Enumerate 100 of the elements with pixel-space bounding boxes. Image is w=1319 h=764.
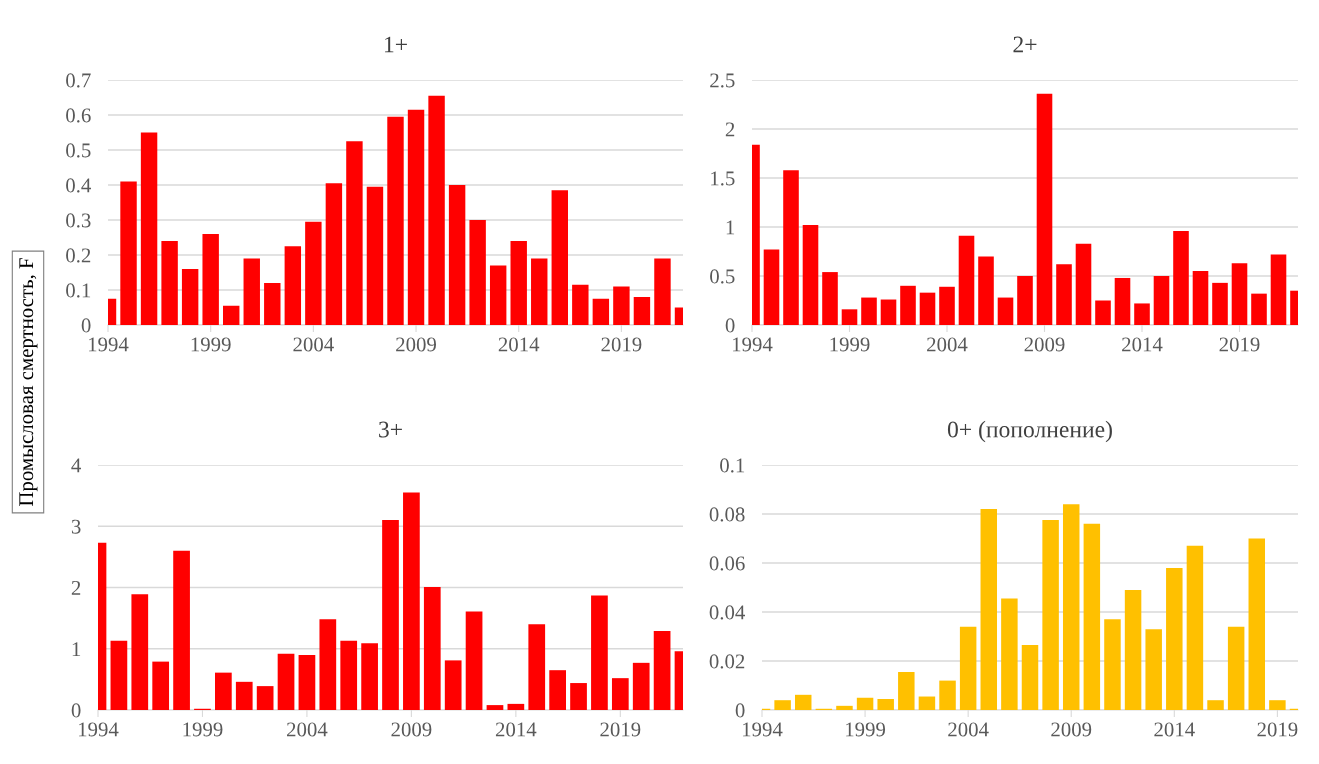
bar xyxy=(1095,300,1111,325)
bar xyxy=(633,297,651,325)
bar xyxy=(1173,230,1189,325)
x-tick-label: 1999 xyxy=(183,722,223,737)
bar xyxy=(361,643,378,710)
bar xyxy=(939,680,956,710)
y-tick-label: 1.5 xyxy=(711,171,735,186)
x-tick-label: 2004 xyxy=(927,337,968,352)
bar xyxy=(1056,264,1072,325)
x-tick-label: 1994 xyxy=(79,722,119,737)
y-tick-label: 0.6 xyxy=(66,108,91,123)
bar xyxy=(403,492,420,710)
bar xyxy=(632,662,650,710)
bar xyxy=(978,256,994,325)
bar xyxy=(1212,282,1228,325)
x-tick-label: 2004 xyxy=(287,722,328,737)
bar xyxy=(802,225,819,325)
bar xyxy=(1021,645,1039,710)
y-tick-label: 0.02 xyxy=(709,654,745,669)
bar xyxy=(1134,303,1150,325)
bar xyxy=(110,640,128,710)
bar xyxy=(319,619,337,710)
y-tick-label: 0 xyxy=(725,318,735,333)
bar xyxy=(510,241,527,325)
bar xyxy=(1104,619,1121,710)
y-tick-label: 0.3 xyxy=(66,213,91,228)
bar xyxy=(572,284,589,325)
y-tick-label: 0 xyxy=(81,318,91,333)
bar xyxy=(939,286,955,325)
bar xyxy=(1114,277,1131,325)
bar xyxy=(1186,545,1204,710)
bar xyxy=(1269,700,1286,710)
bar xyxy=(1207,700,1224,710)
bar xyxy=(131,594,149,710)
bar xyxy=(1192,271,1209,325)
x-tick-label: 2004 xyxy=(948,722,989,737)
bar xyxy=(1075,243,1092,325)
x-tick-label: 1999 xyxy=(846,722,886,737)
y-tick-label: 1 xyxy=(72,642,81,656)
bar xyxy=(877,698,894,710)
bar xyxy=(284,246,302,325)
bar xyxy=(592,298,610,325)
bar xyxy=(958,235,975,325)
bar xyxy=(794,694,812,710)
bar xyxy=(264,283,281,325)
bar xyxy=(489,265,507,325)
bar xyxy=(613,286,630,325)
bar xyxy=(918,696,936,710)
bar xyxy=(243,258,260,325)
bar xyxy=(997,297,1014,325)
bar xyxy=(898,672,915,710)
bar xyxy=(346,141,363,325)
bar xyxy=(486,705,504,710)
bar xyxy=(1042,520,1059,710)
x-tick-label: 2014 xyxy=(498,337,540,352)
bar xyxy=(836,705,853,710)
bar xyxy=(549,670,566,710)
y-tick-label: 2 xyxy=(725,122,735,137)
y-tick-label: 0 xyxy=(71,703,81,718)
bar xyxy=(382,520,399,710)
bar xyxy=(856,697,874,710)
y-tick-label: 1 xyxy=(726,220,735,235)
bar xyxy=(1145,629,1162,710)
bar xyxy=(173,550,190,710)
chart-title: 3+ xyxy=(379,421,402,438)
y-tick-label: 0.04 xyxy=(709,605,746,620)
bar xyxy=(1036,93,1053,325)
y-tick-label: 4 xyxy=(71,458,82,473)
x-tick-label: 2014 xyxy=(495,722,537,737)
bar xyxy=(298,654,316,710)
bar xyxy=(763,249,780,325)
bar xyxy=(1062,504,1080,710)
chart-title: 0+ (пополнение) xyxy=(947,420,1112,443)
y-tick-label: 2 xyxy=(71,580,81,595)
y-tick-label: 2.5 xyxy=(710,73,735,88)
bar xyxy=(528,624,546,710)
y-tick-label: 0.1 xyxy=(66,283,91,298)
x-tick-label: 1999 xyxy=(191,337,231,352)
bar xyxy=(880,299,897,325)
bar xyxy=(140,132,158,325)
bar xyxy=(340,640,358,710)
y-tick-label: 0.06 xyxy=(709,556,745,571)
bar xyxy=(428,95,445,325)
bar xyxy=(1251,293,1267,325)
bar xyxy=(223,305,240,325)
bar xyxy=(120,181,137,325)
x-tick-label: 2009 xyxy=(396,337,437,352)
bar xyxy=(900,285,916,325)
bar xyxy=(1231,263,1248,325)
bar xyxy=(861,297,877,325)
bar xyxy=(841,309,858,325)
x-tick-label: 2019 xyxy=(1219,337,1260,352)
bar xyxy=(161,241,178,325)
bar xyxy=(387,116,404,325)
bar xyxy=(1270,254,1287,325)
bar xyxy=(407,109,425,325)
bar xyxy=(469,220,486,325)
x-tick-label: 2014 xyxy=(1154,722,1195,737)
x-tick-label: 2019 xyxy=(601,337,642,352)
bar xyxy=(774,700,791,710)
